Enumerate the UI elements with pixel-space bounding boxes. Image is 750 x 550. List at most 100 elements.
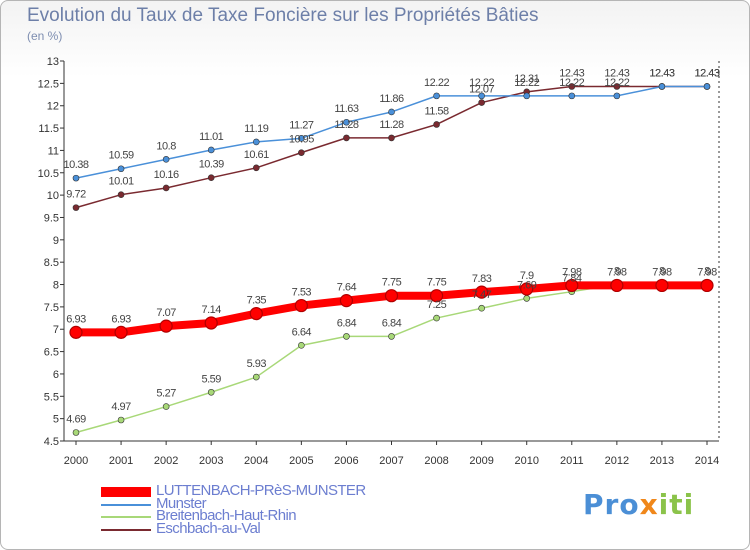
data-label: 8	[614, 266, 620, 278]
series-point-3	[613, 83, 621, 90]
series-point-3	[162, 184, 170, 192]
data-label: 12.43	[649, 67, 674, 79]
data-label: 12.43	[649, 67, 674, 79]
x-tick-label: 2011	[560, 455, 584, 467]
y-tick-label: 5.5	[44, 391, 59, 403]
series-point-3	[568, 83, 576, 90]
series-point-2	[162, 403, 170, 410]
data-label: 10.16	[154, 169, 179, 181]
y-tick-label: 6.5	[44, 347, 59, 359]
series-point-3	[207, 174, 215, 181]
y-tick-label: 8.5	[44, 257, 59, 269]
y-tick-label: 10	[47, 190, 59, 202]
series-point-3	[252, 164, 260, 172]
x-tick-label: 2001	[109, 455, 133, 467]
y-tick-label: 4.5	[44, 436, 59, 448]
series-point-3	[117, 191, 125, 198]
data-label: 7.98	[652, 266, 672, 278]
y-tick-label: 8	[53, 280, 59, 292]
series-point-1	[72, 174, 80, 182]
data-label: 7.35	[247, 295, 267, 307]
series-point-1	[523, 92, 531, 100]
data-label: 7.75	[427, 277, 447, 289]
series-point-2	[388, 333, 395, 340]
series-point-2	[298, 342, 305, 349]
y-tick-label: 12	[47, 101, 59, 113]
series-point-3	[433, 121, 440, 128]
data-labels-layer: 6.93 6.93 7.07 7.14 7.35 7.53 7.64 7.75 7.75 7.83…	[63, 67, 720, 426]
data-label: 7.9	[520, 270, 534, 282]
logo-part-iti: iti	[658, 488, 695, 521]
legend-swatch	[101, 528, 151, 531]
data-label: 10.61	[244, 149, 269, 161]
series-point-3	[298, 149, 305, 156]
logo-part-x: x	[639, 488, 659, 521]
y-tick-label: 11.5	[38, 123, 59, 135]
series-point-0	[114, 325, 128, 339]
series-point-0	[610, 278, 624, 293]
data-label: 4.69	[66, 414, 86, 426]
data-label: 11.63	[334, 103, 359, 115]
data-label: 7.14	[202, 304, 222, 316]
data-label: 7.64	[337, 282, 357, 294]
data-label: 7.98	[607, 266, 627, 278]
data-label: 7.83	[472, 273, 492, 285]
data-label: 5.27	[156, 388, 176, 400]
data-label: 12.43	[694, 67, 719, 79]
legend-label: LUTTENBACH-PRèS-MUNSTER	[156, 482, 366, 499]
series-point-0	[565, 278, 579, 293]
logo-part-pro: Pro	[583, 488, 640, 521]
y-tick-label: 7.5	[44, 302, 59, 314]
legend-swatch	[101, 516, 151, 518]
series-point-0	[429, 289, 444, 303]
data-label: 7.25	[427, 299, 447, 311]
data-label: 11.86	[379, 93, 404, 105]
data-label: 7.47	[472, 289, 492, 301]
series-layer	[69, 83, 714, 436]
data-label: 12.22	[424, 77, 449, 89]
data-label: 6.93	[111, 313, 131, 325]
series-point-1	[162, 156, 170, 163]
data-label: 12.43	[604, 67, 629, 79]
series-point-0	[700, 278, 714, 293]
x-tick-label: 2002	[154, 455, 178, 467]
series-point-0	[384, 289, 399, 303]
y-tick-label: 9	[53, 235, 59, 247]
x-tick-label: 2009	[469, 455, 493, 467]
proxiti-logo: Proxiti	[583, 488, 694, 521]
series-point-2	[433, 314, 440, 322]
data-label: 11.28	[379, 119, 404, 131]
series-point-1	[388, 108, 395, 116]
series-point-2	[72, 429, 80, 436]
series-point-2	[252, 373, 260, 381]
data-label: 11.19	[244, 123, 269, 135]
series-point-0	[520, 282, 534, 296]
series-point-2	[478, 304, 485, 312]
x-tick-label: 2000	[64, 455, 88, 467]
series-point-1	[568, 92, 576, 100]
data-label: 10.39	[199, 159, 224, 171]
series-point-3	[388, 134, 395, 142]
data-label: 10.01	[109, 176, 134, 188]
y-tick-label: 12.5	[38, 78, 59, 90]
x-tick-label: 2007	[379, 455, 403, 467]
data-label: 10.95	[289, 134, 314, 146]
series-point-0	[475, 285, 489, 299]
series-point-2	[523, 295, 531, 302]
data-label: 6.64	[292, 326, 312, 338]
data-label: 8	[659, 266, 665, 278]
data-label: 7.98	[697, 266, 717, 278]
data-label: 11.27	[289, 119, 314, 131]
data-label: 6.84	[382, 317, 402, 329]
data-label: 10.38	[63, 159, 88, 171]
legend-label: Eschbach-au-Val	[156, 519, 261, 537]
data-label: 12.43	[559, 67, 584, 79]
data-label: 10.59	[109, 150, 134, 162]
data-label: 7.75	[382, 277, 402, 289]
series-point-1	[478, 92, 485, 100]
legend-label: Munster	[156, 494, 207, 512]
data-label: 8	[704, 266, 710, 278]
data-label: 12.43	[694, 67, 719, 79]
